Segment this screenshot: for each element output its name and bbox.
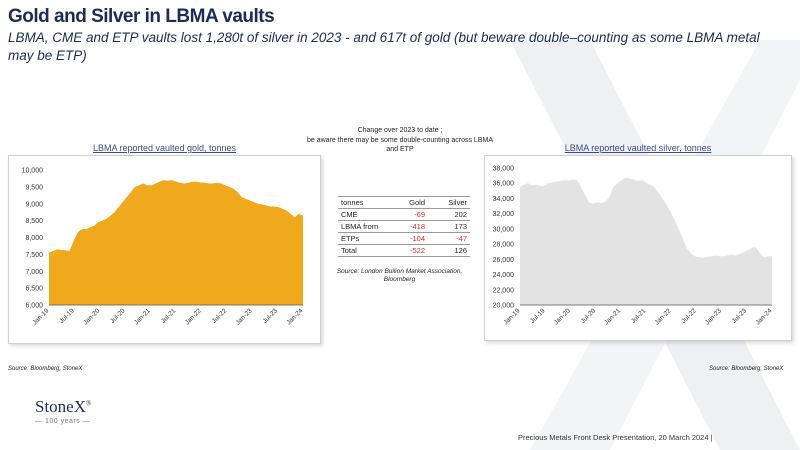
gold-x-tick-label: Jul-23 [262,307,280,325]
gold-y-tick-label: 9,000 [25,201,43,208]
silver-y-tick-label: 26,000 [493,257,515,264]
change-note-line: and ETP [386,146,414,153]
silver-x-tick-label: Jul-22 [680,307,698,325]
table-source-line: Source: London Bullion Market Associatio… [336,268,463,275]
table-row-label: Total [338,244,388,257]
silver-x-tick-label: Jan-22 [654,307,673,326]
logo-tagline: 100 years [44,418,81,425]
table-row-label: CME [338,208,388,221]
gold-x-tick-label: Jul-20 [109,307,127,325]
footer-text: Precious Metals Front Desk Presentation,… [518,433,713,442]
table-row: LBMA from -418 173 [338,220,470,233]
gold-y-tick-label: 6,500 [25,286,43,293]
silver-x-tick-label: Jan-23 [704,307,723,326]
table-row-label: ETPs [338,232,388,245]
gold-chart-title: LBMA reported vaulted gold, tonnes [92,143,237,153]
silver-y-tick-label: 22,000 [493,287,515,294]
gold-y-tick-label: 8,500 [25,218,43,225]
page-title: Gold and Silver in LBMA vaults [8,6,275,27]
table-cell-gold: -69 [388,208,428,221]
table-header-cell: tonnes [338,196,388,209]
table-header-row: tonnes Gold Silver [338,196,470,209]
silver-source: Source: Bloomberg, StoneX [709,366,784,372]
silver-y-tick-label: 20,000 [493,303,515,310]
gold-x-tick-label: Jul-21 [160,307,178,325]
gold-x-tick-label: Jan-23 [235,307,254,326]
gold-x-tick-label: Jan-20 [82,307,101,326]
gold-x-tick-label: Jul-19 [58,307,76,325]
gold-y-tick-label: 10,000 [22,168,44,175]
silver-area-series [520,177,772,305]
silver-x-tick-label: Jul-23 [731,307,749,325]
table-header-cell: Silver [428,196,470,209]
page-subtitle: LBMA, CME and ETP vaults lost 1,280t of … [8,30,760,63]
silver-x-tick-label: Jul-19 [529,307,547,325]
silver-x-tick-label: Jan-21 [603,307,622,326]
silver-y-tick-label: 34,000 [493,196,515,203]
silver-y-tick-label: 38,000 [493,166,515,173]
gold-area-series [49,180,303,305]
logo-registered-mark: ® [86,399,92,408]
gold-y-tick-label: 9,500 [25,184,43,191]
logo-name: StoneX [35,397,86,416]
table-row-label: LBMA from [338,220,388,233]
table-row: ETPs -104 -47 [338,232,470,245]
change-note: Change over 2023 to date ; be aware ther… [285,126,515,155]
silver-chart-panel: LBMA reported vaulted silver, tonnes 20,… [484,143,792,341]
table-source: Source: London Bullion Market Associatio… [332,268,467,284]
table-cell-gold: -522 [388,244,428,257]
silver-x-tick-label: Jul-20 [580,307,598,325]
table-cell-gold: -104 [388,232,428,245]
gold-x-tick-label: Jul-22 [211,307,229,325]
gold-y-tick-label: 7,000 [25,269,43,276]
table-cell-silver: -47 [428,232,470,245]
silver-x-tick-label: Jan-24 [754,307,773,326]
silver-y-tick-label: 36,000 [493,181,515,188]
table-cell-silver: 173 [428,220,470,233]
silver-chart: 20,000 22,000 24,000 26,000 28,000 30,000 32,0… [493,166,774,327]
gold-chart-panel: LBMA reported vaulted gold, tonnes 6,000… [8,143,321,344]
table-header-cell: Gold [388,196,428,209]
silver-x-tick-label: Jul-21 [630,307,648,325]
change-note-line: Change over 2023 to date ; [357,127,443,134]
silver-y-tick-label: 24,000 [493,272,515,279]
table-row: CME -69 202 [338,208,470,221]
gold-x-tick-label: Jan-22 [184,307,203,326]
gold-y-tick-label: 8,000 [25,235,43,242]
gold-source: Source: Bloomberg, StoneX [8,366,83,372]
change-note-line: be aware there may be some double-counti… [307,136,493,144]
silver-x-tick-label: Jan-20 [553,307,572,326]
silver-y-tick-label: 32,000 [493,211,515,218]
gold-x-tick-label: Jan-21 [133,307,152,326]
stonex-logo: StoneX® — 100 years — [35,397,92,425]
gold-y-tick-label: 6,000 [25,303,43,310]
table-cell-silver: 202 [428,208,470,221]
gold-x-tick-label: Jan-19 [31,307,50,326]
table-source-line: Bloomberg [383,276,416,283]
gold-chart: 6,000 6,500 7,000 7,500 8,000 8,500 9,000 9,500… [22,168,305,327]
silver-y-tick-label: 28,000 [493,242,515,249]
silver-chart-title: LBMA reported vaulted silver, tonnes [564,143,712,153]
change-table: tonnes Gold Silver CME -69 202 LBMA from… [338,196,470,257]
table-cell-silver: 126 [428,244,470,257]
gold-y-tick-label: 7,500 [25,252,43,259]
gold-x-tick-label: Jan-24 [285,307,304,326]
table-cell-gold: -418 [388,220,428,233]
silver-y-tick-label: 30,000 [493,226,515,233]
silver-x-tick-label: Jan-19 [502,307,521,326]
table-row: Total -522 126 [338,244,470,257]
